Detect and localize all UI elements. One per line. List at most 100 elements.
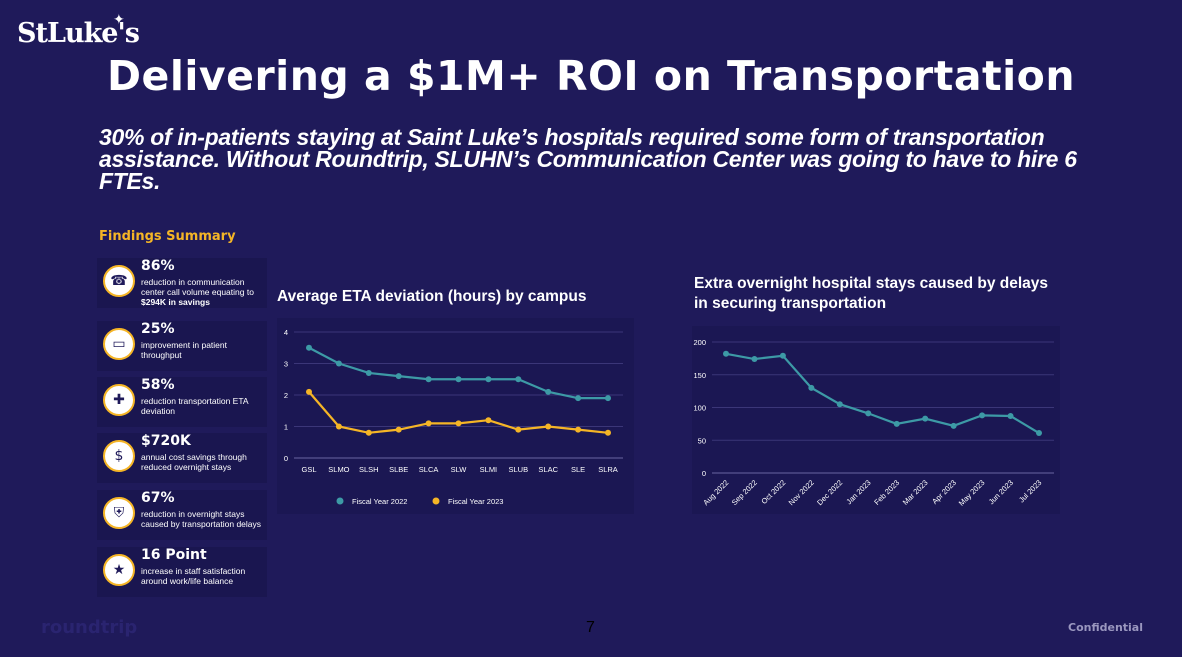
finding-item: $ $720K annual cost savings through redu…: [97, 433, 267, 483]
findings-title: Findings Summary: [99, 229, 236, 244]
x-tick-label: SLUB: [509, 465, 529, 474]
finding-value: 58%: [141, 377, 175, 393]
x-tick-label: Apr 2023: [930, 478, 958, 506]
x-tick-label: SLBE: [389, 465, 408, 474]
ambulance-icon: ✚: [103, 384, 135, 416]
data-point: [335, 423, 342, 430]
data-point: [893, 420, 900, 427]
series-line: [725, 352, 1040, 434]
eta-chart: 0 1 2 3 4 GSL SLMO SLSH SLBE SLCA SLW SLMI SLUB SLAC S…: [284, 328, 623, 506]
confidential-label: Confidential: [1068, 621, 1144, 634]
y-tick-label: 4: [284, 328, 288, 337]
page-subtitle: 30% of in-patients staying at Saint Luke…: [99, 124, 1077, 194]
y-tick-label: 2: [284, 391, 288, 400]
data-point: [545, 388, 552, 395]
x-tick-label: SLMI: [480, 465, 498, 474]
y-tick-label: 150: [693, 371, 706, 380]
x-tick-label: May 2023: [957, 478, 987, 508]
data-point: [808, 384, 815, 391]
x-tick-label: SLMO: [328, 465, 349, 474]
x-tick-label: SLCA: [419, 465, 439, 474]
y-tick-label: 50: [698, 436, 706, 445]
data-point: [1036, 430, 1042, 437]
data-point: [779, 352, 786, 359]
y-tick-label: 0: [284, 454, 288, 463]
series-line: [308, 346, 608, 400]
hospital-bed-icon: ⛨: [103, 497, 135, 529]
data-point: [455, 420, 462, 427]
finding-description: reduction in communication center call v…: [141, 277, 269, 307]
data-point: [306, 344, 312, 351]
finding-description: improvement in patient throughput: [141, 340, 227, 360]
overnight-chart-panel: 0 50 100 150 200 Aug 2022 Sep 2022 Oct 2022 Nov …: [692, 326, 1060, 514]
x-tick-label: SLRA: [598, 465, 618, 474]
x-tick-label: Sep 2022: [730, 478, 759, 507]
data-point: [485, 376, 492, 383]
x-tick-label: SLW: [451, 465, 468, 474]
data-point: [395, 373, 402, 380]
data-point: [751, 356, 758, 363]
finding-value: 25%: [141, 321, 175, 337]
data-point: [365, 429, 372, 436]
y-tick-label: 1: [284, 423, 288, 432]
data-point: [515, 376, 522, 383]
star-icon: ✦: [113, 12, 125, 28]
legend-marker: [432, 497, 440, 505]
legend-label: Fiscal Year 2022: [352, 497, 407, 506]
overnight-chart: 0 50 100 150 200 Aug 2022 Sep 2022 Oct 2022 Nov …: [693, 338, 1054, 508]
eta-chart-title: Average ETA deviation (hours) by campus: [277, 288, 587, 305]
x-tick-label: Aug 2022: [701, 478, 730, 507]
finding-description: increase in staff satisfaction around wo…: [141, 566, 246, 586]
finding-description: annual cost savings through reduced over…: [141, 452, 247, 472]
finding-item: ▭ 25% improvement in patient throughput: [97, 321, 267, 371]
y-tick-label: 3: [284, 360, 288, 369]
finding-value: 86%: [141, 258, 175, 274]
data-point: [922, 415, 929, 422]
phone-icon: ☎: [103, 265, 135, 297]
x-tick-label: Dec 2022: [815, 478, 844, 507]
x-tick-label: Jul 2023: [1017, 478, 1043, 504]
data-point: [485, 417, 492, 424]
finding-value: 16 Point: [141, 547, 207, 563]
y-tick-label: 100: [693, 404, 706, 413]
finding-desc-text: reduction in communication center call v…: [141, 277, 254, 297]
data-point: [545, 423, 552, 430]
page-title: Delivering a $1M+ ROI on Transportation: [106, 52, 1076, 100]
finding-item: ⛨ 67% reduction in overnight stays cause…: [97, 490, 267, 540]
data-point: [306, 388, 312, 395]
footer-brand: roundtrip: [41, 617, 138, 638]
finding-item: ☎ 86% reduction in communication center …: [97, 258, 267, 308]
data-point: [455, 376, 462, 383]
y-tick-label: 200: [693, 338, 706, 347]
data-point: [425, 376, 432, 383]
page-number: 7: [586, 619, 595, 636]
finding-item: ✚ 58% reduction transportation ETA devia…: [97, 377, 267, 427]
finding-value: 67%: [141, 490, 175, 506]
data-point: [950, 422, 957, 429]
finding-desc-bold: $294K in savings: [141, 297, 210, 307]
x-tick-label: Feb 2023: [872, 478, 901, 507]
finding-item: ★ 16 Point increase in staff satisfactio…: [97, 547, 267, 597]
data-point: [515, 426, 522, 433]
data-point: [605, 395, 611, 402]
x-tick-label: Nov 2022: [787, 478, 816, 507]
data-point: [425, 420, 432, 427]
ticket-icon: ▭: [103, 328, 135, 360]
x-tick-label: SLSH: [359, 465, 379, 474]
data-point: [365, 369, 372, 376]
x-tick-label: Oct 2022: [759, 478, 787, 506]
x-tick-label: SLAC: [538, 465, 558, 474]
data-point: [575, 426, 582, 433]
data-point: [575, 395, 582, 402]
thumbs-up-stars-icon: ★: [103, 554, 135, 586]
x-tick-label: Mar 2023: [901, 478, 930, 507]
data-point: [865, 410, 872, 417]
logo-text: StLuke's: [17, 18, 140, 49]
data-point: [395, 426, 402, 433]
x-tick-label: GSL: [301, 465, 316, 474]
data-point: [836, 401, 843, 408]
finding-description: reduction transportation ETA deviation: [141, 396, 249, 416]
overnight-chart-title: Extra overnight hospital stays caused by…: [694, 275, 1049, 312]
data-point: [1007, 413, 1014, 420]
money-hand-icon: $: [103, 440, 135, 472]
